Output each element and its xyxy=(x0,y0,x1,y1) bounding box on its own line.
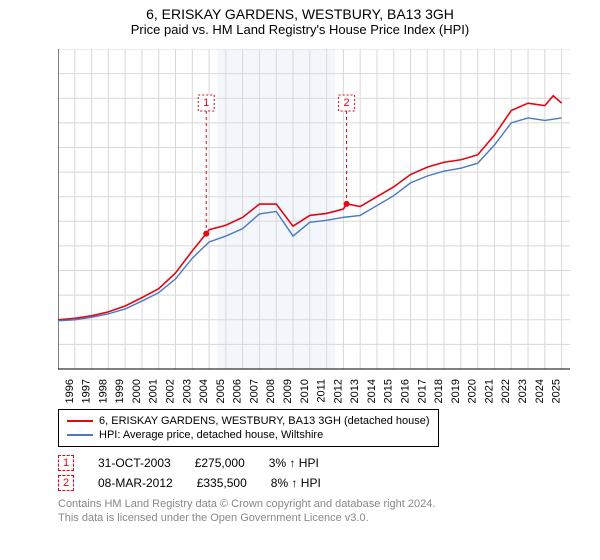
x-axis-label: 2004 xyxy=(198,379,210,403)
legend-swatch xyxy=(67,434,93,436)
transaction-date: 31-OCT-2003 xyxy=(98,456,171,470)
footer-line: Contains HM Land Registry data © Crown c… xyxy=(58,497,588,511)
x-axis-label: 2013 xyxy=(349,379,361,403)
legend-item: 6, ERISKAY GARDENS, WESTBURY, BA13 3GH (… xyxy=(67,414,430,428)
x-axis-label: 2021 xyxy=(483,379,495,403)
x-axis-label: 2014 xyxy=(366,379,378,403)
x-axis-label: 1999 xyxy=(114,379,126,403)
x-axis-label: 2016 xyxy=(400,379,412,403)
x-axis-label: 2007 xyxy=(248,379,260,403)
transaction-badge: 1 xyxy=(58,455,74,471)
x-axis-label: 2001 xyxy=(148,379,160,403)
price-chart: £0£50K£100K£150K£200K£250K£300K£350K£400… xyxy=(58,49,600,403)
transaction-delta: 3% ↑ HPI xyxy=(269,456,319,470)
x-axis-label: 2006 xyxy=(232,379,244,403)
x-axis-label: 2003 xyxy=(181,379,193,403)
x-axis-label: 1997 xyxy=(81,379,93,403)
data-attribution: Contains HM Land Registry data © Crown c… xyxy=(58,497,588,526)
legend-label: HPI: Average price, detached house, Wilt… xyxy=(99,428,323,442)
x-axis-label: 1996 xyxy=(64,379,76,403)
legend-swatch xyxy=(67,420,93,422)
marker-dot xyxy=(344,201,350,207)
transaction-row: 1 31-OCT-2003 £275,000 3% ↑ HPI xyxy=(58,455,588,471)
title-block: 6, ERISKAY GARDENS, WESTBURY, BA13 3GH P… xyxy=(0,0,600,41)
x-axis-label: 2002 xyxy=(165,379,177,403)
transactions: 1 31-OCT-2003 £275,000 3% ↑ HPI 2 08-MAR-2012… xyxy=(0,455,600,491)
x-axis-label: 2023 xyxy=(517,379,529,403)
x-axis-label: 2022 xyxy=(500,379,512,403)
marker-dot xyxy=(203,231,209,237)
transaction-delta: 8% ↑ HPI xyxy=(271,476,321,490)
x-axis-label: 2008 xyxy=(265,379,277,403)
transaction-row: 2 08-MAR-2012 £335,500 8% ↑ HPI xyxy=(58,475,588,491)
x-axis-label: 2012 xyxy=(332,379,344,403)
x-axis-label: 2020 xyxy=(467,379,479,403)
x-axis-label: 2009 xyxy=(282,379,294,403)
footer-line: This data is licensed under the Open Gov… xyxy=(58,511,588,525)
x-axis-label: 2024 xyxy=(534,379,546,403)
transaction-price: £335,500 xyxy=(197,476,247,490)
marker-badge-label: 2 xyxy=(344,97,350,109)
x-axis-label: 2015 xyxy=(383,379,395,403)
x-axis-label: 2025 xyxy=(551,379,563,403)
x-axis-label: 2010 xyxy=(299,379,311,403)
transaction-date: 08-MAR-2012 xyxy=(98,476,173,490)
chart-svg: £0£50K£100K£150K£200K£250K£300K£350K£400… xyxy=(58,49,570,403)
legend-item: HPI: Average price, detached house, Wilt… xyxy=(67,428,430,442)
page-title: 6, ERISKAY GARDENS, WESTBURY, BA13 3GH xyxy=(0,6,600,22)
x-axis-label: 1995 xyxy=(58,379,59,403)
marker-badge-label: 1 xyxy=(203,97,209,109)
x-axis-label: 2018 xyxy=(433,379,445,403)
page-subtitle: Price paid vs. HM Land Registry's House … xyxy=(0,22,600,37)
x-axis-label: 2005 xyxy=(215,379,227,403)
x-axis-label: 2019 xyxy=(450,379,462,403)
transaction-badge: 2 xyxy=(58,475,74,491)
x-axis-label: 2017 xyxy=(416,379,428,403)
chart-legend: 6, ERISKAY GARDENS, WESTBURY, BA13 3GH (… xyxy=(58,409,439,447)
x-axis-label: 2011 xyxy=(316,379,328,403)
x-axis-label: 1998 xyxy=(97,379,109,403)
x-axis-label: 2000 xyxy=(131,379,143,403)
legend-label: 6, ERISKAY GARDENS, WESTBURY, BA13 3GH (… xyxy=(99,414,430,428)
transaction-price: £275,000 xyxy=(195,456,245,470)
